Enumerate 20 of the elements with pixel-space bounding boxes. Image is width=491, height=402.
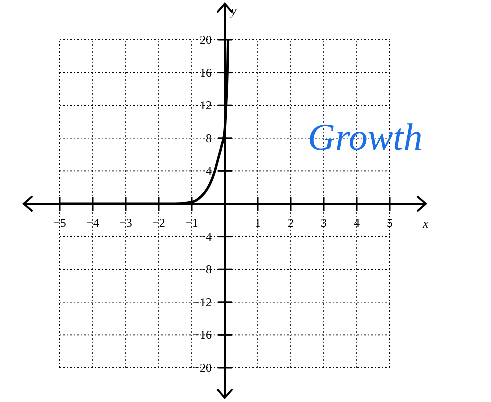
x-axis-title: x bbox=[422, 216, 429, 231]
y-tick-label: −20 bbox=[193, 361, 212, 375]
x-tick-label: −4 bbox=[86, 216, 100, 230]
x-tick-label: 1 bbox=[255, 216, 261, 230]
y-axis-title: y bbox=[229, 3, 237, 18]
y-tick-label: 4 bbox=[206, 164, 212, 178]
x-tick-label: 5 bbox=[387, 216, 393, 230]
x-tick-label: −5 bbox=[54, 216, 66, 230]
y-tick-label: −12 bbox=[193, 295, 212, 310]
x-tick-label: 4 bbox=[354, 216, 360, 230]
y-tick-label: 16 bbox=[200, 66, 212, 80]
x-tick-label: 2 bbox=[288, 216, 294, 230]
y-tick-label: 8 bbox=[206, 131, 212, 146]
x-tick-label: 3 bbox=[321, 216, 327, 230]
x-tick-label: −3 bbox=[120, 216, 132, 230]
y-tick-label: 20 bbox=[200, 33, 212, 47]
x-tick-label: −1 bbox=[186, 216, 198, 230]
x-tick-label: −2 bbox=[152, 216, 166, 230]
annotation: Growth bbox=[308, 117, 423, 159]
y-tick-label: 12 bbox=[200, 98, 212, 113]
